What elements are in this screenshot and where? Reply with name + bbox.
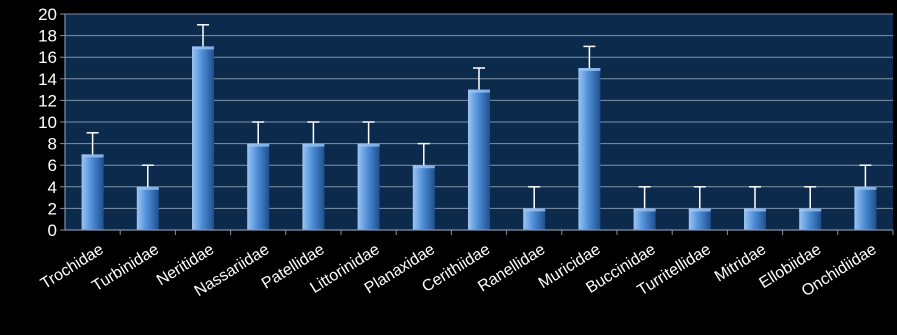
bar-muricidae	[578, 68, 601, 230]
bar-ranellidae	[523, 208, 546, 230]
bar-ellobiidae	[799, 208, 822, 230]
bar-top-highlight	[633, 208, 656, 212]
bar-cerithiidae	[468, 89, 490, 230]
bar-top-highlight	[523, 208, 546, 212]
bar-top-highlight	[357, 143, 380, 147]
bar-onchidiidae	[854, 186, 877, 230]
bar-planaxidae	[412, 165, 435, 230]
y-tick-label: 10	[38, 113, 57, 132]
bar-neritidae	[192, 46, 214, 231]
bar-turritellidae	[688, 208, 711, 230]
bar-top-highlight	[302, 143, 325, 147]
y-tick-label: 2	[48, 199, 57, 218]
bar-top-highlight	[412, 165, 435, 169]
bars	[81, 46, 877, 231]
y-tick-label: 0	[48, 221, 57, 240]
error-bars	[86, 24, 872, 209]
y-tick-label: 20	[38, 5, 57, 24]
y-tick-label: 8	[48, 135, 57, 154]
bar-top-highlight	[744, 208, 766, 212]
bar-top-highlight	[578, 68, 601, 71]
bar-top-highlight	[854, 186, 877, 190]
bar-turbinidae	[136, 186, 159, 230]
y-tick-label: 6	[48, 156, 57, 175]
bar-patellidae	[302, 143, 325, 230]
bar-mitridae	[744, 208, 766, 230]
bar-top-highlight	[468, 89, 490, 93]
bar-trochidae	[81, 154, 104, 230]
bar-top-highlight	[247, 143, 270, 147]
y-tick-label: 14	[38, 70, 57, 89]
bar-top-highlight	[136, 186, 159, 190]
bar-littorinidae	[357, 143, 380, 230]
bar-top-highlight	[688, 208, 711, 212]
y-tick-labels: 0 2 4 6 8 10 12 14 16 18 20	[38, 5, 57, 240]
y-tick-label: 16	[38, 48, 57, 67]
bar-buccinidae	[633, 208, 656, 230]
bar-nassariidae	[247, 143, 270, 230]
bar-top-highlight	[81, 154, 104, 158]
bar-top-highlight	[799, 208, 822, 212]
bar-top-highlight	[192, 46, 214, 50]
axes	[64, 14, 894, 235]
y-tick-label: 18	[38, 27, 57, 46]
y-tick-label: 12	[38, 91, 57, 110]
x-tick-labels: TrochidaeTurbinidaeNeritidaeNassariidaeP…	[38, 241, 880, 300]
y-tick-label: 4	[48, 178, 57, 197]
